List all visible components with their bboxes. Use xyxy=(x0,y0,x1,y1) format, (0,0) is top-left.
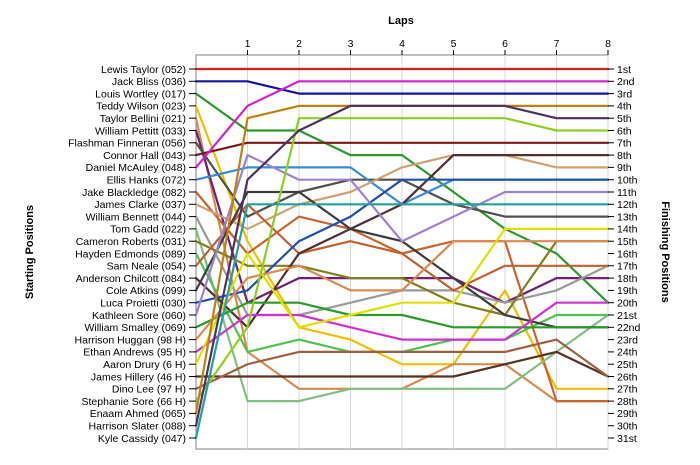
starting-label-20: Luca Proietti (030) xyxy=(100,298,186,310)
starting-label-19: Cole Atkins (099) xyxy=(106,285,186,297)
starting-label-27: Dino Lee (97 H) xyxy=(112,384,186,396)
x-tick-label-4: 4 xyxy=(399,38,405,50)
series-line-3 xyxy=(194,92,610,304)
starting-label-13: William Bennett (044) xyxy=(86,211,186,223)
starting-label-7: Flashman Finneran (056) xyxy=(68,138,186,150)
starting-label-9: Daniel McAuley (048) xyxy=(86,162,186,174)
series-line-28 xyxy=(194,117,610,403)
x-tick-label-1: 1 xyxy=(245,38,251,50)
x-tick-label-6: 6 xyxy=(502,38,508,50)
starting-label-16: Hayden Edmonds (089) xyxy=(75,248,186,260)
starting-label-4: Teddy Wilson (023) xyxy=(96,101,186,113)
x-axis-title: Laps xyxy=(388,15,414,27)
finishing-label-4: 4th xyxy=(617,101,632,113)
x-ticks: 1 2 3 4 5 6 7 8 xyxy=(245,38,611,55)
series-line-30 xyxy=(194,104,610,427)
series-line-24 xyxy=(194,301,610,353)
finishing-label-16: 16th xyxy=(617,248,638,260)
finishing-label-26: 26th xyxy=(617,371,638,383)
finishing-label-12: 12th xyxy=(617,199,638,211)
starting-label-8: Connor Hall (043) xyxy=(103,150,186,162)
finishing-label-20: 20th xyxy=(617,298,638,310)
finishing-label-31: 31st xyxy=(617,433,637,445)
finishing-label-2: 2nd xyxy=(617,76,635,88)
finishing-label-28: 28th xyxy=(617,396,638,408)
finishing-label-24: 24th xyxy=(617,347,638,359)
finishing-label-25: 25th xyxy=(617,359,638,371)
series-line-8 xyxy=(194,141,610,157)
starting-label-30: Harrison Slater (088) xyxy=(89,421,186,433)
starting-label-28: Stephanie Sore (66 H) xyxy=(82,396,186,408)
starting-labels: Lewis Taylor (052)Jack Bliss (036)Louis … xyxy=(68,64,196,445)
starting-label-22: William Smalley (069) xyxy=(84,322,186,334)
finishing-label-3: 3rd xyxy=(617,88,632,100)
finishing-label-17: 17th xyxy=(617,261,638,273)
y-axis-title-left: Starting Positions xyxy=(24,205,36,299)
series-line-22 xyxy=(194,301,610,329)
starting-label-5: Taylor Bellini (021) xyxy=(100,113,186,125)
finishing-label-7: 7th xyxy=(617,138,632,150)
finishing-label-9: 9th xyxy=(617,162,632,174)
starting-label-17: Sam Neale (054) xyxy=(107,261,186,273)
x-tick-label-5: 5 xyxy=(451,38,457,50)
starting-label-11: Jake Blackledge (082) xyxy=(82,187,186,199)
starting-label-29: Enaam Ahmed (065) xyxy=(90,408,186,420)
starting-label-31: Kyle Cassidy (047) xyxy=(98,433,186,445)
finishing-labels: 1st2nd3rd4th5th6th7th8th9th10th11th12th1… xyxy=(608,64,641,445)
starting-label-2: Jack Bliss (036) xyxy=(112,76,186,88)
starting-label-3: Louis Wortley (017) xyxy=(95,88,186,100)
finishing-label-21: 21st xyxy=(617,310,637,322)
series-line-9 xyxy=(194,80,610,169)
starting-label-24: Ethan Andrews (95 H) xyxy=(83,347,186,359)
series-line-17 xyxy=(194,203,610,292)
finishing-label-18: 18th xyxy=(617,273,638,285)
finishing-label-5: 5th xyxy=(617,113,632,125)
finishing-label-23: 23rd xyxy=(617,334,638,346)
y-axis-title-right: Finishing Positions xyxy=(659,201,671,302)
starting-label-18: Anderson Chilcott (084) xyxy=(76,273,186,285)
series-line-26 xyxy=(194,350,610,378)
finishing-label-27: 27th xyxy=(617,384,638,396)
series-line-23 xyxy=(194,240,610,341)
starting-label-26: James Hillery (46 H) xyxy=(91,371,186,383)
finishing-label-6: 6th xyxy=(617,125,632,137)
x-tick-label-3: 3 xyxy=(348,38,354,50)
finishing-label-29: 29th xyxy=(617,408,638,420)
finishing-label-10: 10th xyxy=(617,175,638,187)
series-line-31 xyxy=(194,203,610,440)
finishing-label-1: 1st xyxy=(617,64,631,76)
series-line-27 xyxy=(194,338,610,390)
series-lines xyxy=(194,67,610,440)
x-tick-label-2: 2 xyxy=(296,38,302,50)
starting-label-21: Kathleen Sore (060) xyxy=(92,310,186,322)
x-tick-label-7: 7 xyxy=(554,38,560,50)
series-line-25 xyxy=(194,227,610,366)
starting-label-25: Aaron Drury (6 H) xyxy=(103,359,186,371)
x-tick-label-8: 8 xyxy=(605,38,611,50)
finishing-label-30: 30th xyxy=(617,421,638,433)
starting-label-1: Lewis Taylor (052) xyxy=(101,64,186,76)
finishing-label-14: 14th xyxy=(617,224,638,236)
starting-label-15: Cameron Roberts (031) xyxy=(76,236,186,248)
starting-label-10: Ellis Hanks (072) xyxy=(107,175,186,187)
finishing-label-22: 22nd xyxy=(617,322,641,334)
series-line-14 xyxy=(194,227,610,403)
finishing-label-8: 8th xyxy=(617,150,632,162)
finishing-label-11: 11th xyxy=(617,187,637,199)
finishing-label-19: 19th xyxy=(617,285,638,297)
starting-label-23: Harrison Huggan (98 H) xyxy=(75,334,186,346)
starting-label-6: William Pettitt (033) xyxy=(95,125,186,137)
starting-label-14: Tom Gadd (022) xyxy=(110,224,186,236)
finishing-label-13: 13th xyxy=(617,211,638,223)
series-line-2 xyxy=(194,80,610,95)
starting-label-12: James Clarke (037) xyxy=(94,199,186,211)
finishing-label-15: 15th xyxy=(617,236,638,248)
